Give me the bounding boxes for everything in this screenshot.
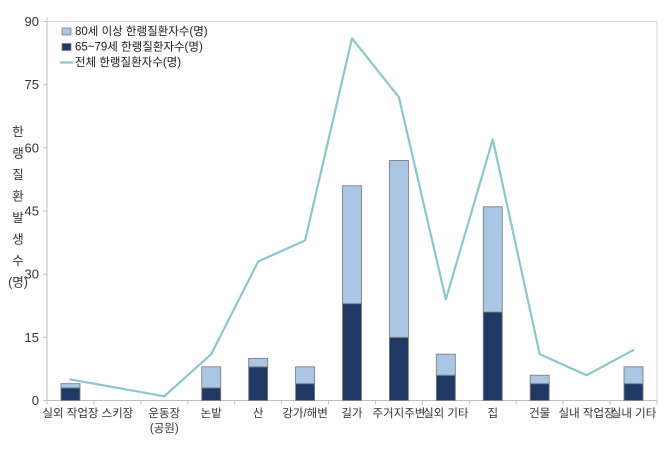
total-line [69,37,635,398]
bar-series-group [60,160,644,401]
bar-segment-80-plus [342,185,362,305]
bar-segment-65-79 [435,374,456,401]
x-axis-label: 실내 기타 [611,407,657,420]
legend-swatch-65-79 [61,43,72,51]
bar-segment-80-plus [388,160,409,338]
bar-segment-65-79 [623,383,644,401]
x-axis-label: 강가/해변 [282,407,328,420]
bar-segment-80-plus [435,353,456,376]
x-axis-label: (공원) [150,421,179,435]
legend: 80세 이상 한랭질환자수(명) 65~79세 한랭질환자수(명) 전체 한랭질환자… [60,25,208,69]
bar-segment-65-79 [295,383,316,401]
bar-segment-65-79 [342,303,362,401]
x-axis-label: 주거지주변 [372,407,425,420]
y-axis-title-char: 발 [12,211,24,225]
y-axis-tick-label: 15 [25,330,39,345]
y-axis-tick-label: 30 [25,267,39,282]
bar-segment-80-plus [295,366,316,385]
y-axis-title-char: 한 [12,125,24,139]
y-axis-title-char: (명) [8,275,28,289]
x-axis-label: 논밭 [201,407,223,420]
bar-segment-65-79 [482,311,503,401]
legend-label-total-line: 전체 한랭질환자수(명) [75,56,181,69]
y-axis-tick-label: 0 [32,393,39,408]
bar-segment-65-79 [60,387,81,401]
x-axis-label: 집 [487,407,498,420]
legend-label-80-plus: 80세 이상 한랭질환자수(명) [75,25,208,38]
bar-segment-80-plus [529,374,550,385]
x-axis-label: 건물 [529,407,550,420]
y-axis-tick-label: 60 [25,140,39,155]
y-axis-title-char: 질 [12,168,24,182]
x-axis-label: 실내 작업장 [559,407,616,420]
y-axis-tick-label: 75 [25,77,39,92]
y-axis-tick-label: 90 [25,14,39,29]
y-axis-title-char: 랭 [12,146,24,160]
bar-segment-65-79 [388,336,409,401]
bar-segment-80-plus [482,206,503,313]
legend-label-65-79: 65~79세 한랭질환자수(명) [75,41,203,54]
bar-segment-65-79 [529,383,550,401]
bar-segment-65-79 [248,366,269,401]
x-axis-label: 길가 [341,407,363,420]
x-axis-label: 운동장 [148,407,180,420]
legend-swatch-80-plus [61,27,72,36]
bar-segment-65-79 [201,387,222,401]
bar-segment-80-plus [201,366,222,389]
bar-segment-80-plus [60,383,81,389]
y-axis-tick-label: 45 [25,204,39,219]
x-axis-label: 스키장 [102,407,134,420]
y-axis-title-char: 환 [12,189,24,203]
y-axis-title-char: 수 [12,254,24,268]
bar-segment-80-plus [248,357,269,368]
bar-segment-80-plus [623,366,644,385]
x-axis-label: 산 [253,407,264,420]
x-axis-label: 실외 기타 [423,407,469,420]
x-axis-label: 실외 작업장 [42,407,99,420]
y-axis-title-char: 생 [12,232,24,246]
